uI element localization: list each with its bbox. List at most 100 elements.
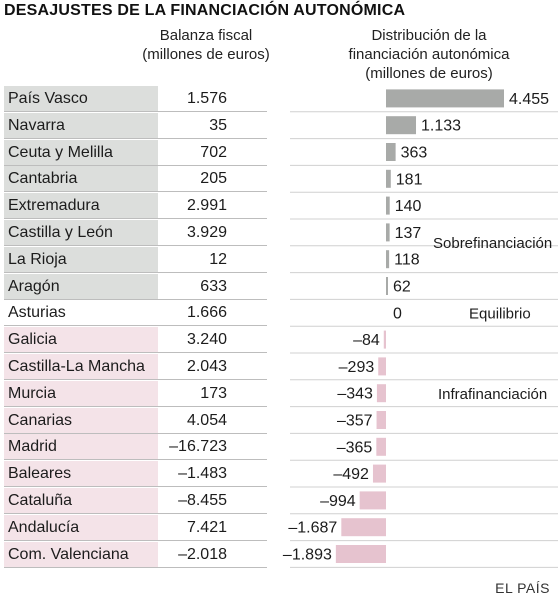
bar-value-label: 0 [393,305,402,322]
region-name: País Vasco [8,90,88,107]
balanza-header-line-1: Balanza fiscal [159,27,253,44]
balanza-fiscal-value: –16.723 [169,438,227,456]
bar-value-label: –1.687 [288,520,337,537]
region-name: Ceuta y Melilla [8,143,113,161]
bar [376,437,386,456]
row-divider [4,164,267,166]
bar-value-label: –293 [339,359,375,376]
source-credit: EL PAÍS [495,580,550,596]
row-divider [4,352,267,354]
balanza-fiscal-value: 12 [209,250,227,268]
table-row: La Rioja 12 [4,246,267,273]
distribucion-header-line-1: Distribución de la [371,27,487,44]
row-divider [4,271,267,273]
bar [341,518,386,537]
bar [335,545,386,563]
row-shading [4,327,158,354]
bar [372,464,386,483]
row-shading [4,407,158,434]
bar [376,384,386,403]
bar-value-label: 140 [395,198,422,215]
region-name: Canarias [8,411,73,429]
region-name: Asturias [8,304,66,322]
row-divider [4,486,267,488]
bar-value-label: 4.455 [509,91,549,108]
region-name: Aragón [8,277,60,295]
table-row: Ceuta y Melilla 702 [4,139,267,166]
region-name: Com. Valenciana [8,545,129,563]
bar [376,411,386,429]
bar-value-label: –365 [337,439,373,456]
bar-value-label: –357 [337,413,373,430]
table-row: Murcia 173 [4,380,267,407]
bar-value-label: 118 [394,252,420,269]
bar [386,143,396,161]
bar-value-label: –1.893 [283,547,332,564]
table-row: Aragón 633 [4,273,267,300]
row-divider [4,111,267,112]
row-divider [4,513,267,514]
region-name: Murcia [8,384,57,402]
bar [383,330,386,349]
bar-value-label: 363 [401,145,428,162]
table-row: Asturias 1.666 [4,300,267,327]
row-shading [4,488,158,514]
balanza-fiscal-value: 173 [200,384,227,402]
bar [386,116,417,135]
row-shading [4,139,158,166]
bar [386,223,390,242]
bar-value-label: –492 [333,466,369,483]
distribucion-header: Distribución de la financiación autonómi… [298,26,560,83]
row-shading [4,380,158,407]
table-row: Madrid –16.723 [4,434,267,461]
row-divider [4,245,267,246]
region-name: Navarra [8,116,65,134]
table-row: Castilla-La Mancha 2.043 [4,354,267,380]
row-shading [4,514,158,541]
bar-value-label: 62 [393,279,411,296]
bar-value-label: –994 [320,493,356,510]
balanza-fiscal-value: 35 [209,116,227,134]
table-row: Extremadura 2.991 [4,193,267,220]
row-divider [4,298,267,300]
region-name: Cataluña [8,492,73,509]
balanza-fiscal-value: –1.483 [178,465,227,483]
balanza-fiscal-value: 3.929 [186,224,227,241]
row-divider [4,137,267,139]
region-name: Cantabria [8,170,78,188]
balanza-fiscal-value: 2.043 [186,358,227,375]
row-divider [4,405,267,407]
balanza-fiscal-value: 633 [200,277,227,295]
row-shading [4,273,158,300]
table-row: Cantabria 205 [4,166,267,193]
bar-value-label: –343 [337,386,373,403]
table-row: Navarra 35 [4,112,267,139]
row-divider [4,432,267,434]
row-shading [4,461,158,488]
row-shading [4,86,158,112]
row-shading [4,166,158,193]
deficit-group-label: Infrafinanciación [438,386,547,403]
row-divider [4,459,267,461]
distribucion-header-line-2: financiación autonómica [348,46,510,63]
balanza-fiscal-value: 205 [200,170,227,188]
bar [386,89,504,108]
bar-value-label: –84 [353,332,380,349]
table-row: Cataluña –8.455 [4,488,267,514]
row-shading [4,541,158,568]
balanza-header: Balanza fiscal (millones de euros) [118,26,294,64]
balanza-fiscal-value: 2.991 [186,197,227,215]
balanza-fiscal-value: 4.054 [186,411,227,429]
balanza-fiscal-value: 7.421 [186,518,227,536]
table-row: Canarias 4.054 [4,407,267,434]
distribucion-header-line-3: (millones de euros) [365,65,493,82]
region-name: Madrid [8,438,57,456]
row-divider [4,325,267,327]
region-name: Castilla-La Mancha [8,358,145,375]
row-shading [4,434,158,461]
table-row: Baleares –1.483 [4,461,267,488]
balanza-fiscal-value: 3.240 [186,331,227,349]
balanza-fiscal-value: –2.018 [178,545,227,563]
region-name: Castilla y León [8,224,113,241]
